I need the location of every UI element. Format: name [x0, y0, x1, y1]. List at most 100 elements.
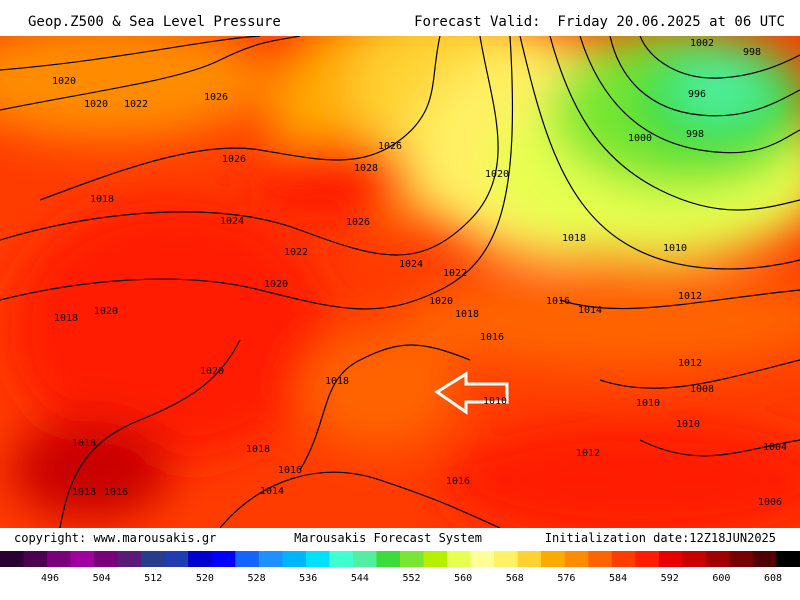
color-swatch — [564, 551, 589, 567]
init-date: Initialization date:12Z18JUN2025 — [545, 531, 776, 545]
color-swatch — [117, 551, 142, 567]
color-swatch — [423, 551, 448, 567]
color-bar-label: 520 — [196, 573, 214, 584]
isobar-label: 1026 — [346, 217, 370, 228]
color-bar-label: 584 — [609, 573, 627, 584]
isobar-label: 998 — [686, 129, 704, 140]
color-swatch — [517, 551, 542, 567]
map-title: Geop.Z500 & Sea Level Pressure — [28, 14, 281, 30]
isobar-label: 1006 — [758, 497, 782, 508]
isobar-label: 1028 — [354, 163, 378, 174]
color-swatch — [729, 551, 754, 567]
isobar-label: 1008 — [690, 384, 714, 395]
color-bar-label: 544 — [351, 573, 369, 584]
isobar-label: 1020 — [94, 306, 118, 317]
isobar-label: 1026 — [204, 92, 228, 103]
copyright: copyright: www.marousakis.gr — [14, 531, 216, 545]
color-swatch — [70, 551, 95, 567]
color-bar-label: 512 — [144, 573, 162, 584]
color-bar-label: 568 — [506, 573, 524, 584]
isobar-label: 1014 — [578, 305, 602, 316]
isobar-label: 1010 — [483, 396, 507, 407]
color-swatch — [329, 551, 354, 567]
isobar-label: 1012 — [576, 448, 600, 459]
color-swatch — [447, 551, 472, 567]
color-swatch — [470, 551, 495, 567]
isobar-label: 1016 — [104, 487, 128, 498]
isobar-label: 1022 — [124, 99, 148, 110]
isobar-label: 1020 — [264, 279, 288, 290]
color-swatch — [705, 551, 730, 567]
color-swatch — [23, 551, 48, 567]
color-bar-label: 560 — [454, 573, 472, 584]
isobar-label: 1018 — [72, 487, 96, 498]
color-swatch — [376, 551, 401, 567]
isobar-label: 1018 — [54, 313, 78, 324]
color-swatch — [164, 551, 189, 567]
color-swatch — [776, 551, 800, 567]
color-swatch — [47, 551, 72, 567]
isobar-label: 1018 — [455, 309, 479, 320]
color-swatch — [188, 551, 213, 567]
isobar-label: 1018 — [325, 376, 349, 387]
isobar-label: 1016 — [480, 332, 504, 343]
isobar-label: 1012 — [678, 291, 702, 302]
color-bar-label: 600 — [712, 573, 730, 584]
color-swatch — [235, 551, 260, 567]
color-swatch — [752, 551, 777, 567]
isobar-label: 1010 — [663, 243, 687, 254]
isobar-label: 1004 — [763, 442, 787, 453]
color-bar-label: 536 — [299, 573, 317, 584]
isobar-label: 1018 — [246, 444, 270, 455]
isobar-label: 1020 — [200, 366, 224, 377]
color-swatch — [400, 551, 425, 567]
color-swatch — [682, 551, 707, 567]
color-swatch — [141, 551, 166, 567]
color-bar: 496 504 512 520 528 536 544 552 560 568 576 584 592 6… — [0, 551, 800, 584]
color-swatch — [541, 551, 566, 567]
color-swatch — [282, 551, 307, 567]
isobar-label: 1026 — [222, 154, 246, 165]
isobar-label: 1022 — [284, 247, 308, 258]
isobar-label: 1016 — [278, 465, 302, 476]
isobar-label: 1020 — [429, 296, 453, 307]
isobar-label: 1022 — [443, 268, 467, 279]
isobar-label: 1020 — [84, 99, 108, 110]
color-bar-label: 576 — [557, 573, 575, 584]
isobar-label: 1018 — [90, 194, 114, 205]
valid-time: Forecast Valid: Friday 20.06.2025 at 06 … — [414, 14, 785, 30]
color-swatch — [352, 551, 377, 567]
color-bar-label: 552 — [402, 573, 420, 584]
isobar-label: 1026 — [378, 141, 402, 152]
isobar-label: 1012 — [678, 358, 702, 369]
color-swatch — [658, 551, 683, 567]
color-swatch — [494, 551, 519, 567]
color-swatch — [305, 551, 330, 567]
isobar-label: 1020 — [52, 76, 76, 87]
isobar-label: 1000 — [628, 133, 652, 144]
color-swatch — [211, 551, 236, 567]
color-bar-label: 592 — [661, 573, 679, 584]
isobar-label: 1024 — [220, 216, 244, 227]
color-swatch — [258, 551, 283, 567]
isobar-label: 1020 — [485, 169, 509, 180]
isobar-label: 998 — [743, 47, 761, 58]
color-bar-label: 504 — [93, 573, 111, 584]
color-bar-label: 496 — [41, 573, 59, 584]
isobar-label: 1010 — [636, 398, 660, 409]
isobar-label: 1014 — [260, 486, 284, 497]
color-swatch — [588, 551, 613, 567]
isobar-label: 1024 — [399, 259, 423, 270]
color-swatch — [611, 551, 636, 567]
isobar-label: 1018 — [72, 438, 96, 449]
color-swatch — [635, 551, 660, 567]
color-swatch — [94, 551, 119, 567]
color-bar-label: 608 — [764, 573, 782, 584]
system-name: Marousakis Forecast System — [294, 531, 482, 545]
isobar-label: 1016 — [446, 476, 470, 487]
color-bar-label: 528 — [248, 573, 266, 584]
isobar-label: 1018 — [562, 233, 586, 244]
isobar-label: 1002 — [690, 38, 714, 49]
